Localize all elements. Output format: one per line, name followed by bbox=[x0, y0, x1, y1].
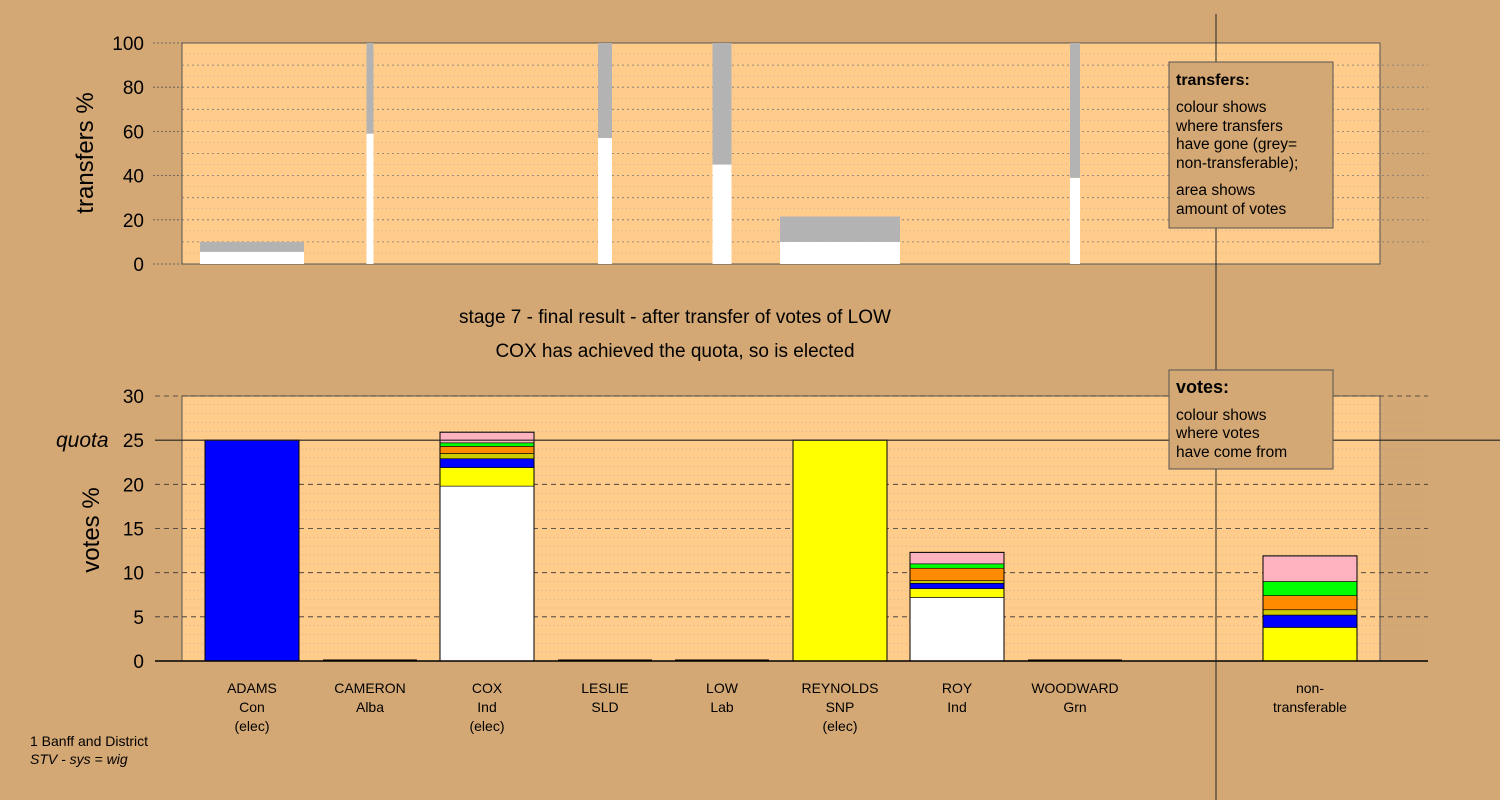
vote-bar-segment bbox=[1262, 555, 1358, 582]
candidate-label: LOW bbox=[706, 680, 739, 696]
candidate-label: REYNOLDS bbox=[801, 680, 878, 696]
vote-bar-segment bbox=[1262, 614, 1358, 628]
transfer-bar-segment bbox=[366, 43, 374, 134]
candidate-label: Alba bbox=[356, 699, 384, 715]
transfers-legend-line: colour shows bbox=[1176, 99, 1267, 116]
candidate-label: SLD bbox=[591, 699, 618, 715]
vote-bar-segment bbox=[204, 439, 300, 662]
candidate-label: transferable bbox=[1273, 699, 1347, 715]
votes-tick-label: 25 bbox=[123, 431, 144, 452]
quota-label: quota bbox=[56, 429, 109, 452]
transfers-bars bbox=[200, 43, 1080, 264]
transfer-bar-segment bbox=[1070, 43, 1080, 178]
vote-bar-segment bbox=[909, 588, 1005, 598]
candidate-label: Ind bbox=[477, 699, 496, 715]
candidate-label: Grn bbox=[1063, 699, 1086, 715]
vote-bar-segment bbox=[439, 431, 535, 444]
votes-legend-line: where votes bbox=[1175, 425, 1260, 442]
transfers-tick-label: 20 bbox=[123, 211, 144, 232]
transfers-legend-heading: transfers: bbox=[1176, 72, 1250, 89]
candidate-label: WOODWARD bbox=[1031, 680, 1118, 696]
candidate-label: LESLIE bbox=[581, 680, 628, 696]
votes-legend-box: votes: colour shows where votes have com… bbox=[1168, 369, 1334, 470]
candidate-labels: ADAMS Con (elec) CAMERON Alba COX Ind (elec) LES… bbox=[227, 680, 1347, 734]
candidate-label: Lab bbox=[710, 699, 734, 715]
votes-tick-label: 0 bbox=[133, 652, 144, 673]
candidate-label: CAMERON bbox=[334, 680, 406, 696]
vote-bar-segment bbox=[909, 563, 1005, 569]
transfer-bar-segment bbox=[598, 138, 612, 264]
transfers-legend-line: non-transferable); bbox=[1176, 155, 1298, 172]
candidate-label: non- bbox=[1296, 680, 1324, 696]
votes-legend-heading: votes: bbox=[1176, 377, 1229, 397]
votes-tick-label: 20 bbox=[123, 475, 144, 496]
transfers-legend-line: where transfers bbox=[1175, 118, 1283, 135]
votes-tick-label: 30 bbox=[123, 387, 144, 408]
vote-bar-segment bbox=[439, 467, 535, 487]
vote-bar-segment bbox=[909, 582, 1005, 589]
vote-bar-segment bbox=[909, 552, 1005, 565]
vote-bar-segment bbox=[909, 597, 1005, 662]
vote-bar-segment bbox=[1262, 609, 1358, 616]
candidate-label: (elec) bbox=[822, 718, 857, 734]
vote-bar-segment bbox=[1262, 581, 1358, 596]
transfer-bar-segment bbox=[712, 43, 732, 165]
candidate-label: (elec) bbox=[234, 718, 269, 734]
transfers-legend-line: area shows bbox=[1176, 182, 1256, 199]
vote-bar-segment bbox=[792, 439, 888, 662]
transfer-bar-segment bbox=[780, 216, 900, 242]
votes-tick-label: 10 bbox=[123, 564, 144, 585]
footer-area: 1 Banff and District bbox=[30, 733, 148, 749]
transfers-tick-label: 100 bbox=[112, 34, 144, 55]
vote-bar-segment bbox=[909, 567, 1005, 581]
vote-bar-segment bbox=[439, 453, 535, 460]
transfer-bar-segment bbox=[598, 43, 612, 139]
votes-legend-line: colour shows bbox=[1176, 407, 1267, 424]
transfer-bar-segment bbox=[712, 164, 732, 264]
candidate-label: SNP bbox=[826, 699, 855, 715]
transfer-bar-segment bbox=[200, 251, 304, 264]
candidate-label: Ind bbox=[947, 699, 966, 715]
transfers-legend-line: have gone (grey= bbox=[1176, 136, 1297, 153]
candidate-label: (elec) bbox=[469, 718, 504, 734]
votes-y-label: votes % bbox=[78, 487, 105, 572]
footer-system: STV - sys = wig bbox=[30, 751, 128, 767]
stage-title: stage 7 - final result - after transfer … bbox=[459, 307, 891, 328]
vote-bar-segment bbox=[439, 485, 535, 662]
votes-legend-line: have come from bbox=[1176, 444, 1287, 461]
transfers-tick-label: 40 bbox=[123, 167, 144, 188]
votes-tick-label: 5 bbox=[133, 608, 144, 629]
vote-bar-segment bbox=[439, 458, 535, 468]
transfers-tick-label: 0 bbox=[133, 255, 144, 276]
votes-tick-label: 15 bbox=[123, 520, 144, 541]
transfer-bar-segment bbox=[1070, 177, 1080, 264]
transfers-legend-line: amount of votes bbox=[1176, 201, 1287, 218]
candidate-label: COX bbox=[472, 680, 503, 696]
votes-bars bbox=[204, 431, 1358, 662]
transfer-bar-segment bbox=[780, 241, 900, 264]
transfers-tick-label: 80 bbox=[123, 78, 144, 99]
vote-bar-segment bbox=[1262, 595, 1358, 611]
transfers-y-ticks: 0 20 40 60 80 100 bbox=[112, 34, 182, 276]
vote-bar-segment bbox=[909, 580, 1005, 584]
candidate-label: ADAMS bbox=[227, 680, 277, 696]
transfer-bar-segment bbox=[200, 241, 304, 252]
transfer-bar-segment bbox=[366, 133, 374, 264]
transfers-legend-box: transfers: colour shows where transfers … bbox=[1168, 61, 1334, 229]
candidate-label: Con bbox=[239, 699, 265, 715]
vote-bar-segment bbox=[1262, 627, 1358, 662]
votes-y-ticks: 0 5 10 15 20 25 30 bbox=[123, 387, 144, 673]
vote-bar-segment bbox=[439, 442, 535, 447]
transfers-y-label: transfers % bbox=[72, 92, 99, 213]
candidate-label: ROY bbox=[942, 680, 973, 696]
transfers-tick-label: 60 bbox=[123, 122, 144, 143]
elected-note: COX has achieved the quota, so is electe… bbox=[495, 341, 854, 362]
vote-bar-segment bbox=[439, 446, 535, 454]
